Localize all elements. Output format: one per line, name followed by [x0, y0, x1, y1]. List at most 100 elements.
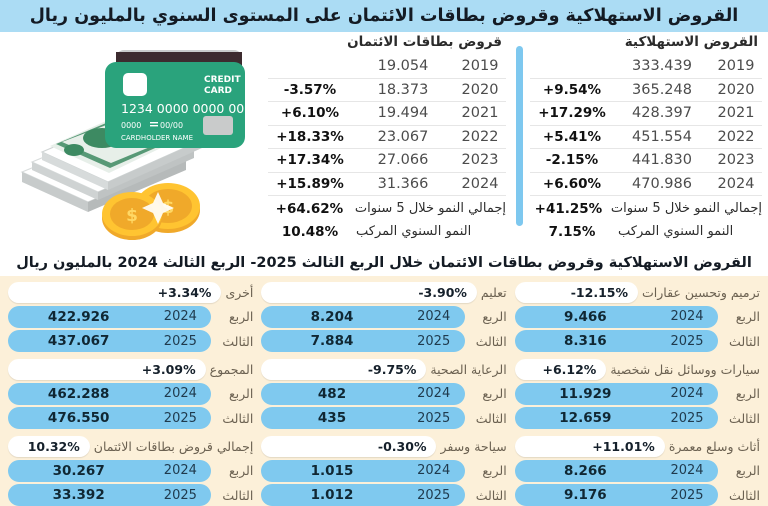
card-group: أخرى +3.34% الربع 2024 422.926 الثالث	[8, 282, 253, 352]
period-value: 462.288	[47, 385, 110, 402]
period-value: 9.176	[563, 487, 607, 503]
category-label: ترميم وتحسين عقارات	[642, 285, 760, 300]
table-footer-row: إجمالي النمو خلال 5 سنوات +64.62%	[268, 196, 506, 219]
value-row: الثالث 2025 8.316	[514, 330, 760, 352]
period-value: 8.266	[563, 462, 607, 479]
cell-value: 470.986	[632, 175, 692, 192]
header-band: القروض الاستهلاكية وقروض بطاقات الائتمان…	[0, 0, 768, 32]
value-row: الثالث 2025 1.012	[261, 484, 507, 506]
value-pill: 2025 9.176	[514, 484, 718, 506]
value-pill: 2024 8.266	[514, 459, 718, 482]
period-year: 2024	[163, 386, 197, 401]
period-label: الثالث	[729, 333, 760, 349]
cell-year: 2023	[461, 152, 499, 169]
cell-value: 27.066	[377, 152, 429, 169]
table-row: 2023 27.066 +17.34%	[268, 149, 506, 173]
gold-coins-icon: $ $	[102, 183, 200, 240]
category-label: إجمالي قروض بطاقات الائتمان	[93, 439, 254, 454]
growth-row: أخرى +3.34%	[8, 282, 253, 303]
value-pill: 2024 11.929	[514, 382, 718, 405]
growth-value: +11.01%	[592, 439, 655, 454]
value-row: الربع 2024 422.926	[8, 305, 253, 328]
cell-year: 2023	[717, 152, 755, 169]
period-year: 2024	[417, 386, 451, 401]
period-year: 2024	[670, 463, 704, 478]
cell-value: 18.373	[377, 81, 429, 98]
cell-value: 19.494	[377, 105, 429, 122]
value-row: الثالث 2025 9.176	[514, 484, 760, 506]
value-pill: 2024 1.015	[261, 459, 465, 482]
card-group: سيارات ووسائل نقل شخصية +6.12% الربع 202…	[514, 359, 760, 429]
cell-year: 2022	[717, 128, 755, 145]
growth-value: +3.09%	[141, 362, 196, 377]
cell-year: 2024	[717, 175, 755, 192]
period-label: الثالث	[222, 333, 254, 349]
footer-label: النمو السنوي المركب	[618, 224, 734, 239]
category-label: سياحة وسفر	[440, 439, 507, 454]
category-label: سيارات ووسائل نقل شخصية	[610, 362, 760, 377]
value-row: الثالث 2025 435	[261, 407, 507, 429]
period-label: الربع	[735, 463, 760, 478]
table-footer-row: النمو السنوي المركب 10.48%	[268, 219, 506, 242]
page-title: القروض الاستهلاكية وقروض بطاقات الائتمان…	[29, 6, 739, 26]
period-year: 2025	[417, 333, 451, 349]
cell-year: 2021	[717, 105, 755, 122]
period-label: الربع	[482, 463, 507, 478]
cell-year: 2024	[461, 175, 499, 192]
cell-value: 428.397	[632, 105, 692, 122]
period-value: 482	[317, 385, 347, 402]
period-value: 1.012	[310, 487, 354, 503]
category-label: أخرى	[225, 285, 254, 300]
footer-value: +64.62%	[275, 200, 344, 217]
value-pill: 2025 1.012	[261, 484, 465, 506]
value-pill: 2025 7.884	[261, 330, 465, 352]
cell-growth: +5.41%	[542, 128, 602, 145]
cell-year: 2020	[717, 81, 755, 98]
value-row: الربع 2024 30.267	[8, 459, 253, 482]
growth-pill: 10.32%	[8, 436, 90, 457]
credit-card-icon: CREDIT CARD 1234 0000 0000 0000 0000 00/…	[105, 62, 260, 148]
footer-label: إجمالي النمو خلال 5 سنوات	[354, 201, 506, 216]
svg-text:0000: 0000	[121, 121, 141, 130]
value-pill: 2024 482	[261, 382, 465, 405]
period-label: الثالث	[475, 333, 507, 349]
cell-year: 2021	[461, 105, 499, 122]
quarterly-section: ترميم وتحسين عقارات -12.15% الربع 2024 9…	[0, 276, 768, 506]
quarterly-cards-grid: ترميم وتحسين عقارات -12.15% الربع 2024 9…	[0, 276, 768, 506]
growth-row: سيارات ووسائل نقل شخصية +6.12%	[514, 359, 760, 380]
category-label: المجموع	[209, 362, 254, 377]
footer-value: 10.48%	[281, 223, 339, 240]
growth-pill: -3.90%	[261, 282, 477, 303]
period-value: 7.884	[310, 333, 354, 349]
value-row: الربع 2024 1.015	[261, 459, 507, 482]
value-row: الثالث 2025 12.659	[514, 407, 760, 429]
growth-row: المجموع +3.09%	[8, 359, 253, 380]
growth-pill: +3.09%	[8, 359, 206, 380]
growth-pill: +3.34%	[8, 282, 222, 303]
value-row: الربع 2024 11.929	[514, 382, 760, 405]
svg-text:$: $	[126, 206, 138, 226]
cell-value: 451.554	[632, 128, 692, 145]
card-group: المجموع +3.09% الربع 2024 462.288 الثا	[8, 359, 253, 429]
table-footer-row: النمو السنوي المركب 7.15%	[530, 219, 762, 242]
svg-text:CARD: CARD	[204, 86, 232, 96]
table-row: 2020 365.248 +9.54%	[530, 79, 762, 102]
period-label: الثالث	[729, 487, 760, 503]
growth-value: +3.34%	[157, 285, 212, 300]
svg-text:1234 0000 0000 0000: 1234 0000 0000 0000	[121, 101, 260, 116]
table-row: 2022 451.554 +5.41%	[530, 126, 762, 149]
value-pill: 2024 8.204	[261, 305, 465, 328]
cell-value: 365.248	[632, 81, 692, 98]
period-value: 11.929	[559, 385, 612, 402]
period-year: 2025	[670, 487, 704, 503]
value-row: الثالث 2025 437.067	[8, 330, 253, 352]
period-label: الربع	[482, 386, 507, 401]
cell-value: 333.439	[632, 58, 692, 75]
cell-growth: +17.34%	[276, 152, 344, 169]
footer-value: 7.15%	[548, 223, 596, 240]
card-group: إجمالي قروض بطاقات الائتمان 10.32% الربع…	[8, 436, 253, 506]
period-year: 2024	[670, 309, 704, 324]
value-row: الثالث 2025 476.550	[8, 407, 253, 429]
cell-year: 2019	[717, 58, 755, 75]
table-row: 2024 470.986 +6.60%	[530, 173, 762, 196]
